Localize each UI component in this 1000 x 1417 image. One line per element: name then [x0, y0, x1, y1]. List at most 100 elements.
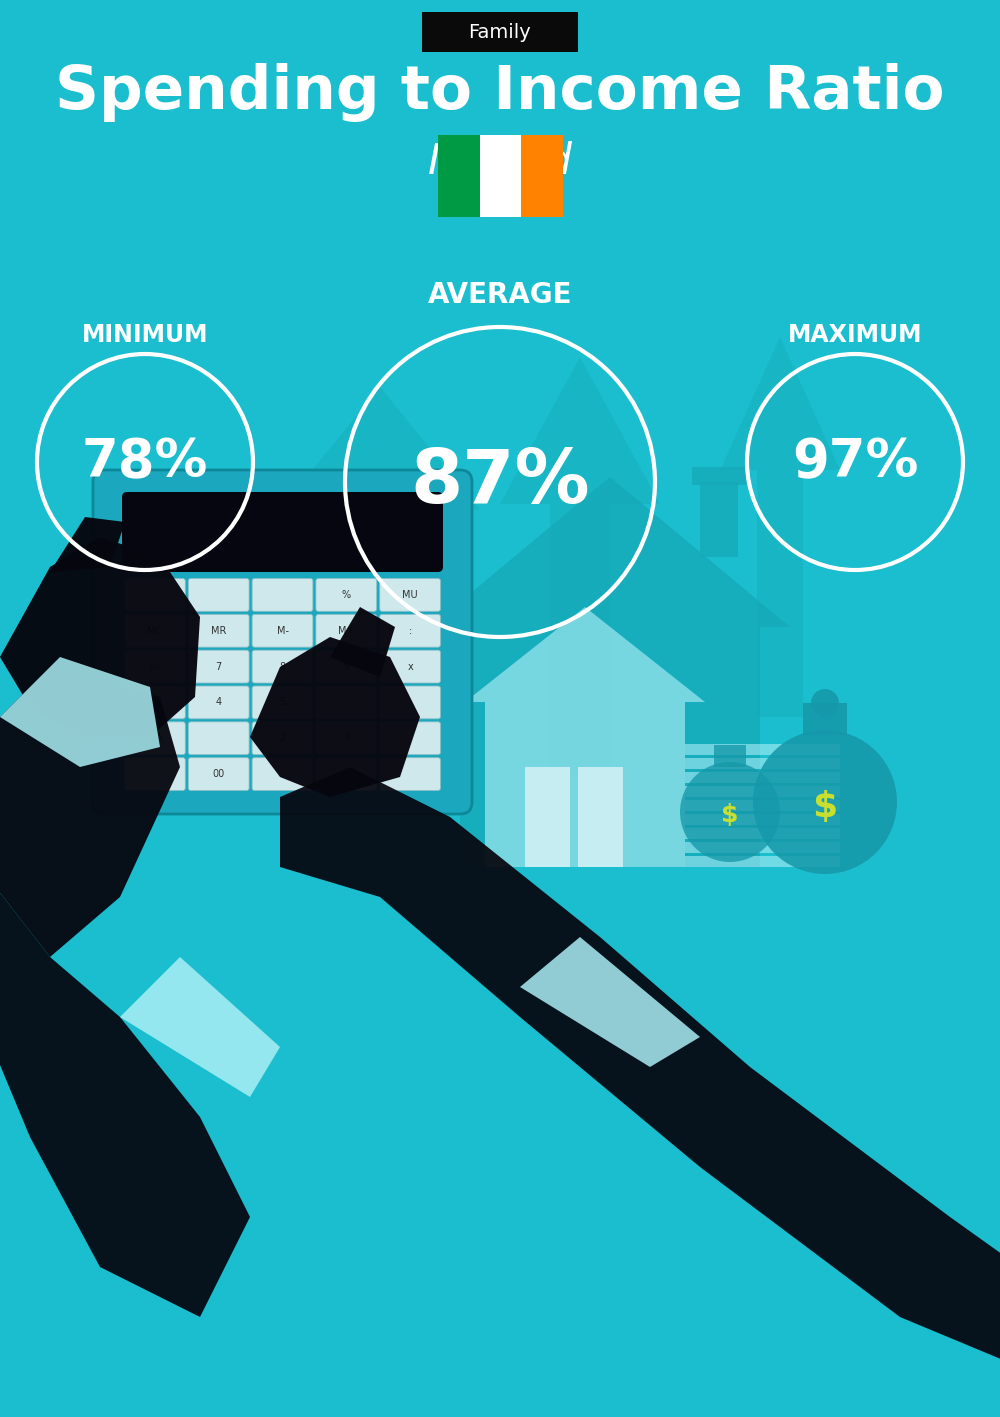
FancyBboxPatch shape [188, 650, 249, 683]
FancyBboxPatch shape [380, 578, 440, 611]
Text: ►: ► [151, 697, 159, 707]
Text: MR: MR [211, 626, 226, 636]
Text: 00: 00 [213, 769, 225, 779]
FancyBboxPatch shape [252, 686, 313, 718]
Bar [803, 703, 847, 735]
FancyBboxPatch shape [316, 578, 377, 611]
Circle shape [753, 730, 897, 874]
FancyBboxPatch shape [316, 758, 377, 791]
FancyBboxPatch shape [380, 758, 440, 791]
Bar [438, 135, 480, 217]
FancyBboxPatch shape [188, 758, 249, 791]
Text: 5: 5 [279, 697, 286, 707]
Bar [485, 701, 685, 867]
Text: 9: 9 [343, 662, 349, 672]
Bar [685, 744, 840, 755]
Polygon shape [250, 638, 420, 796]
Polygon shape [500, 357, 660, 504]
FancyBboxPatch shape [125, 650, 185, 683]
Text: %: % [342, 589, 351, 599]
Text: M+: M+ [338, 626, 355, 636]
Text: Family: Family [469, 23, 531, 41]
Text: C/A: C/A [147, 733, 163, 744]
Polygon shape [0, 667, 180, 956]
FancyBboxPatch shape [380, 650, 440, 683]
Text: MINIMUM: MINIMUM [82, 323, 208, 347]
FancyBboxPatch shape [188, 686, 249, 718]
FancyBboxPatch shape [125, 758, 185, 791]
Polygon shape [50, 517, 125, 572]
FancyBboxPatch shape [316, 650, 377, 683]
FancyBboxPatch shape [122, 492, 443, 572]
Bar [550, 504, 610, 777]
Bar [460, 626, 760, 867]
FancyBboxPatch shape [252, 615, 313, 648]
FancyBboxPatch shape [316, 721, 377, 755]
Text: $: $ [721, 803, 739, 828]
Polygon shape [280, 767, 1000, 1367]
Bar [685, 772, 840, 784]
Polygon shape [0, 537, 200, 737]
Polygon shape [720, 337, 840, 470]
FancyBboxPatch shape [252, 650, 313, 683]
FancyBboxPatch shape [316, 615, 377, 648]
Text: 0: 0 [343, 769, 349, 779]
Text: 87%: 87% [410, 445, 590, 519]
Bar [685, 813, 840, 825]
Bar [685, 801, 840, 811]
FancyBboxPatch shape [252, 721, 313, 755]
Polygon shape [465, 606, 705, 701]
FancyBboxPatch shape [380, 615, 440, 648]
Text: 78%: 78% [82, 436, 208, 487]
Bar [578, 767, 623, 867]
Bar [342, 510, 418, 737]
Text: MC: MC [147, 626, 163, 636]
Bar [685, 842, 840, 853]
FancyBboxPatch shape [93, 470, 472, 813]
Text: :: : [408, 626, 412, 636]
Text: 3: 3 [343, 733, 349, 744]
Text: +/-: +/- [148, 662, 162, 672]
Bar [521, 135, 563, 217]
Text: Spending to Income Ratio: Spending to Income Ratio [55, 62, 945, 122]
Polygon shape [0, 657, 160, 767]
Bar [685, 828, 840, 839]
FancyBboxPatch shape [188, 721, 249, 755]
Circle shape [811, 689, 839, 717]
Bar [714, 745, 746, 767]
FancyBboxPatch shape [188, 615, 249, 648]
FancyBboxPatch shape [125, 686, 185, 718]
FancyBboxPatch shape [125, 578, 185, 611]
Bar [685, 786, 840, 796]
Text: MU: MU [402, 589, 418, 599]
Bar [685, 758, 840, 769]
FancyBboxPatch shape [252, 578, 313, 611]
Bar [685, 856, 840, 867]
FancyBboxPatch shape [125, 615, 185, 648]
Circle shape [680, 762, 780, 862]
Bar [525, 767, 570, 867]
FancyBboxPatch shape [316, 686, 377, 718]
Bar [700, 482, 738, 557]
Polygon shape [330, 606, 395, 677]
FancyBboxPatch shape [380, 721, 440, 755]
Text: AVERAGE: AVERAGE [428, 281, 572, 309]
Text: -: - [408, 697, 412, 707]
Text: 4: 4 [216, 697, 222, 707]
Polygon shape [430, 478, 790, 626]
Text: MAXIMUM: MAXIMUM [788, 323, 922, 347]
Text: x: x [407, 662, 413, 672]
Text: 7: 7 [216, 662, 222, 672]
Text: M-: M- [276, 626, 288, 636]
FancyBboxPatch shape [188, 578, 249, 611]
Polygon shape [280, 387, 480, 510]
FancyBboxPatch shape [422, 11, 578, 52]
Polygon shape [120, 956, 280, 1097]
Text: $: $ [812, 791, 838, 825]
Bar [480, 135, 521, 217]
Text: .: . [281, 769, 284, 779]
Text: 97%: 97% [792, 436, 918, 487]
FancyBboxPatch shape [125, 721, 185, 755]
FancyBboxPatch shape [380, 686, 440, 718]
Polygon shape [0, 867, 250, 1316]
